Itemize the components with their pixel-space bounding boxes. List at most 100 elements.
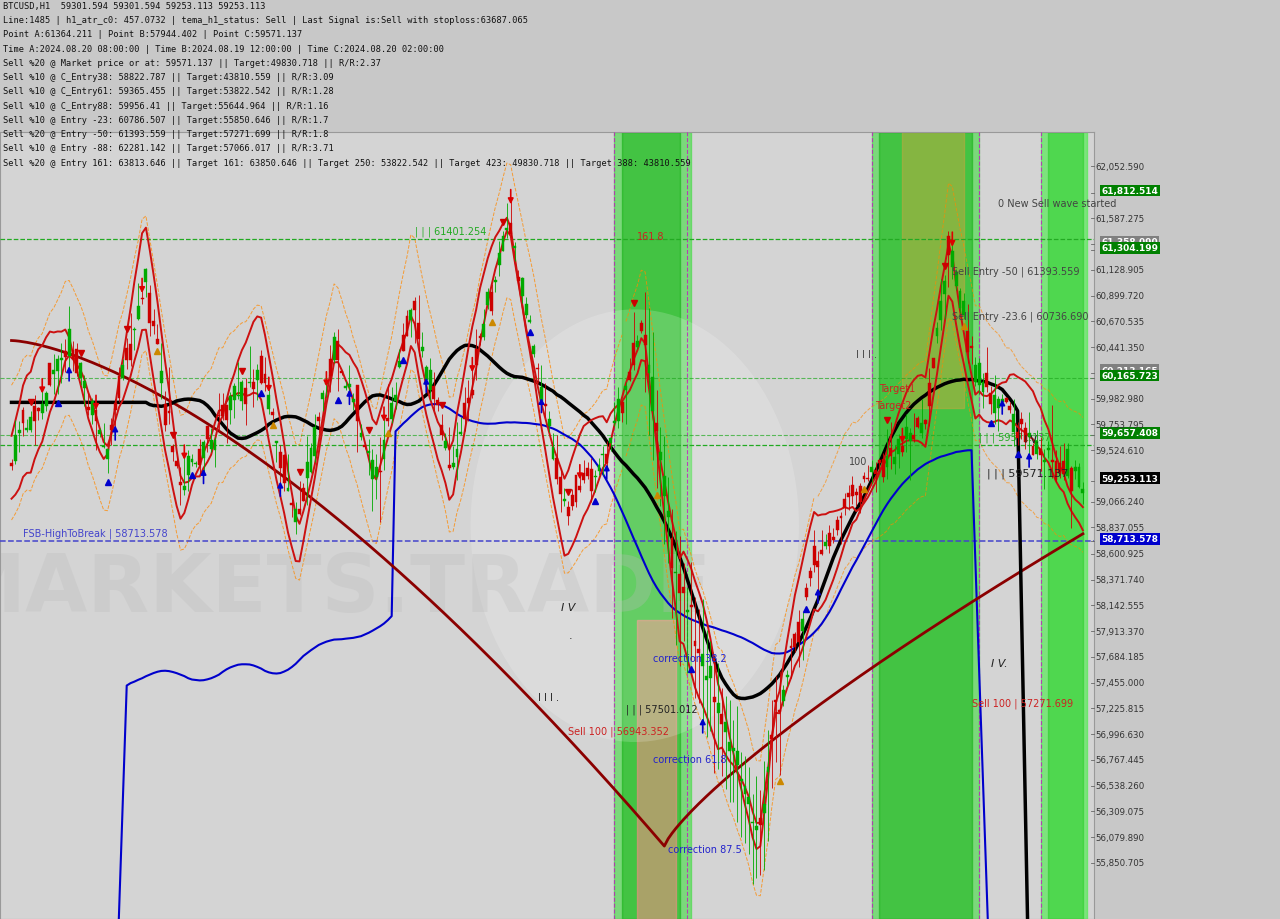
Bar <box>997 400 1000 409</box>
Text: 56,309.075: 56,309.075 <box>1096 807 1144 816</box>
Bar <box>195 463 197 465</box>
Bar <box>14 436 17 461</box>
Bar <box>72 350 74 360</box>
Bar <box>102 447 105 448</box>
Bar <box>1009 407 1011 411</box>
Bar <box>344 387 347 388</box>
Text: I V.: I V. <box>991 659 1007 669</box>
Text: Sell Entry -50 | 61393.559: Sell Entry -50 | 61393.559 <box>952 266 1080 277</box>
Bar <box>294 509 297 522</box>
Bar <box>717 703 719 713</box>
Bar <box>878 461 881 463</box>
Bar <box>91 402 93 415</box>
Text: 57,684.185: 57,684.185 <box>1096 652 1144 662</box>
Bar <box>832 538 835 540</box>
Bar <box>690 606 692 607</box>
Bar <box>863 477 865 480</box>
Bar <box>751 822 754 823</box>
Bar <box>928 383 931 406</box>
Bar <box>744 787 746 795</box>
Bar <box>37 408 40 412</box>
Bar <box>916 419 919 428</box>
Text: correction 87.5: correction 87.5 <box>668 844 742 854</box>
Bar <box>622 133 680 919</box>
Text: MARKETS.TRADE: MARKETS.TRADE <box>0 550 712 628</box>
Bar <box>575 475 577 503</box>
Bar <box>1048 133 1083 919</box>
Bar <box>571 495 573 506</box>
Bar <box>970 346 973 348</box>
Bar <box>402 335 404 352</box>
Bar <box>872 133 979 919</box>
Bar <box>340 371 343 373</box>
Text: 61,304.199: 61,304.199 <box>1101 244 1158 253</box>
Bar <box>225 405 228 421</box>
Bar <box>99 430 101 435</box>
Text: 59,066.240: 59,066.240 <box>1096 497 1144 506</box>
Bar <box>156 340 159 345</box>
Bar <box>33 407 36 422</box>
Bar <box>1024 428 1027 443</box>
Text: 161.8: 161.8 <box>637 233 664 242</box>
Bar <box>172 447 174 452</box>
Bar <box>502 237 504 252</box>
Bar <box>248 382 251 384</box>
Bar <box>325 383 328 385</box>
Bar <box>943 282 946 295</box>
Text: 59,657.408: 59,657.408 <box>1101 428 1158 437</box>
Bar <box>844 499 846 508</box>
Bar <box>586 469 589 476</box>
Text: Sell Entry -23.6 | 60736.690: Sell Entry -23.6 | 60736.690 <box>952 311 1089 322</box>
Bar <box>398 362 401 368</box>
Bar <box>321 393 324 400</box>
Bar <box>183 487 186 491</box>
Bar <box>114 403 116 411</box>
Bar <box>160 371 163 384</box>
Bar <box>187 457 189 475</box>
Bar <box>963 301 965 316</box>
Text: Target1: Target1 <box>879 383 915 393</box>
Bar <box>486 293 489 305</box>
Bar <box>617 400 620 422</box>
Bar <box>686 610 689 613</box>
Text: 59,982.980: 59,982.980 <box>1096 394 1144 403</box>
Bar <box>544 405 547 406</box>
Text: Sell 100 | 56943.352: Sell 100 | 56943.352 <box>568 726 669 736</box>
Bar <box>978 364 980 385</box>
Text: 56,079.890: 56,079.890 <box>1096 833 1144 842</box>
Text: 58,837.055: 58,837.055 <box>1096 523 1144 532</box>
Text: 58,371.740: 58,371.740 <box>1096 575 1144 584</box>
Text: 59,753.795: 59,753.795 <box>1096 420 1144 429</box>
Bar <box>479 336 481 338</box>
Bar <box>594 476 596 478</box>
Bar <box>233 387 236 401</box>
Bar <box>18 430 20 433</box>
Text: 60,165.723: 60,165.723 <box>1101 371 1158 380</box>
Bar <box>590 470 593 492</box>
Bar <box>317 417 320 422</box>
Bar <box>540 388 543 402</box>
Text: 55,850.705: 55,850.705 <box>1096 858 1144 868</box>
Bar <box>759 818 762 825</box>
Text: Sell 100 | 57271.699: Sell 100 | 57271.699 <box>972 698 1073 709</box>
Bar <box>133 329 136 331</box>
Text: BTCUSD,H1  59301.594 59301.594 59253.113 59253.113: BTCUSD,H1 59301.594 59301.594 59253.113 … <box>3 2 265 11</box>
Bar <box>1036 441 1038 455</box>
Bar <box>22 410 24 424</box>
Bar <box>771 735 773 739</box>
Text: I V: I V <box>561 603 575 612</box>
Text: 58,600.925: 58,600.925 <box>1096 550 1144 559</box>
Bar <box>682 587 685 594</box>
Bar <box>1032 446 1034 455</box>
Bar <box>264 374 266 383</box>
Bar <box>390 403 393 419</box>
Bar <box>901 447 904 452</box>
Bar <box>974 366 977 382</box>
Bar <box>471 391 474 395</box>
Bar <box>913 436 915 439</box>
Bar <box>383 440 385 460</box>
Text: 0 New Sell wave started: 0 New Sell wave started <box>998 199 1116 209</box>
Bar <box>936 329 938 336</box>
Bar <box>137 306 140 320</box>
Bar <box>298 510 301 515</box>
